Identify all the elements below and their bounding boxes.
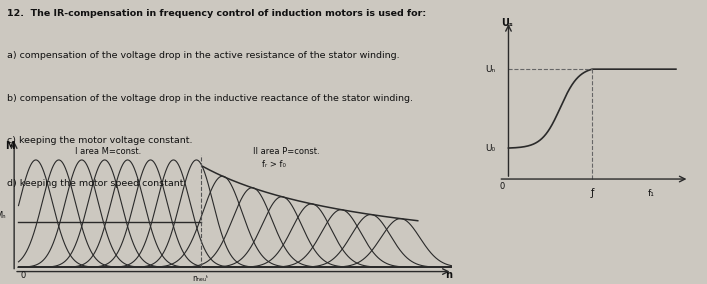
Text: a) compensation of the voltage drop in the active resistance of the stator windi: a) compensation of the voltage drop in t… <box>7 51 399 60</box>
Text: b) compensation of the voltage drop in the inductive reactance of the stator win: b) compensation of the voltage drop in t… <box>7 94 413 103</box>
Text: II area P=const.: II area P=const. <box>253 147 320 156</box>
Text: ƒ: ƒ <box>590 188 594 198</box>
Text: f₁: f₁ <box>648 189 654 198</box>
Text: U₀: U₀ <box>485 143 495 153</box>
Text: M: M <box>5 141 15 151</box>
Text: nₙₑᵤᵗ: nₙₑᵤᵗ <box>192 274 209 283</box>
Text: Uₛ: Uₛ <box>501 18 513 28</box>
Text: Uₙ: Uₙ <box>485 65 495 74</box>
Text: 12.  The IR-compensation in frequency control of induction motors is used for:: 12. The IR-compensation in frequency con… <box>7 9 426 18</box>
Text: n: n <box>445 270 452 280</box>
Text: d) keeping the motor speed constant: d) keeping the motor speed constant <box>7 179 184 188</box>
Text: 0: 0 <box>21 271 25 280</box>
Text: I area M=const.: I area M=const. <box>75 147 141 156</box>
Text: c) keeping the motor voltage constant.: c) keeping the motor voltage constant. <box>7 136 192 145</box>
Text: 0: 0 <box>499 182 504 191</box>
Text: fᵣ > f₀: fᵣ > f₀ <box>262 160 286 169</box>
Text: Mₙ: Mₙ <box>0 211 6 220</box>
